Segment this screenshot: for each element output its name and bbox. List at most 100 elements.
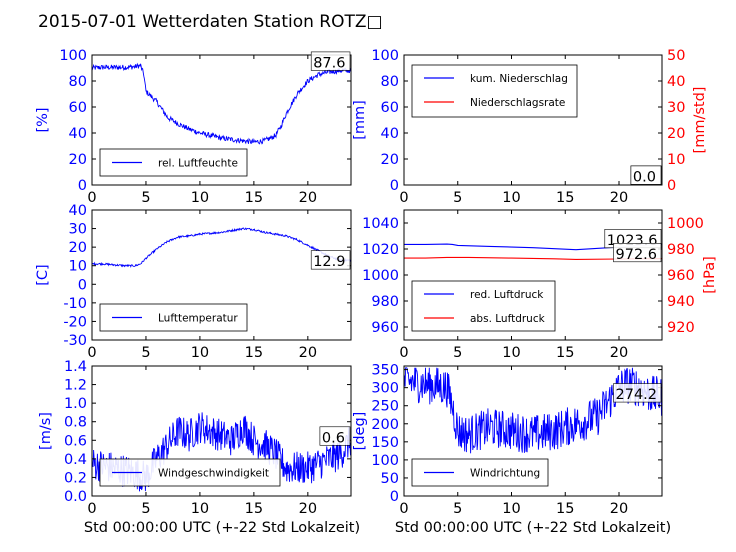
pressure-ytick-label: 960 <box>371 320 399 336</box>
windspeed-xtick-label: 5 <box>141 501 150 517</box>
pressure-series-2-line <box>404 256 662 260</box>
humidity-xtick-label: 0 <box>87 190 96 206</box>
precipitation-xtick-label: 15 <box>556 190 574 206</box>
humidity-xtick-label: 15 <box>245 190 263 206</box>
pressure-xtick-label: 5 <box>453 345 462 361</box>
pressure-ytick-label-right: 1000 <box>667 216 704 232</box>
precipitation-xtick-label: 5 <box>453 190 462 206</box>
humidity-ytick-label: 40 <box>69 126 87 142</box>
precipitation-legend-label: kum. Niederschlag <box>470 73 568 85</box>
humidity-last-value-label-box <box>310 51 351 71</box>
pressure-last-value-label-right-box <box>613 243 662 263</box>
windspeed-last-value-label-box <box>319 426 351 446</box>
precipitation-ytick-label-right: 50 <box>667 48 685 64</box>
pressure-ytick-label: 1040 <box>362 216 399 232</box>
humidity-legend-label: rel. Luftfeuchte <box>158 158 238 170</box>
precipitation-xtick-label: 20 <box>610 190 628 206</box>
precipitation-ytick-label: 100 <box>371 48 399 64</box>
windspeed-xtick-label: 0 <box>87 501 96 517</box>
temperature-xtick-label: 15 <box>245 345 263 361</box>
windspeed-ytick-label: 1.0 <box>64 396 87 412</box>
precipitation-ytick-label: 0 <box>390 178 399 194</box>
pressure-ytick-label-right: 940 <box>667 294 695 310</box>
pressure-ytick-label-right: 960 <box>667 268 695 284</box>
precipitation-plot-frame <box>403 54 663 186</box>
winddirection-ytick-label: 100 <box>371 453 399 469</box>
windspeed-plot-frame <box>91 365 352 497</box>
precipitation-ytick-label-right: 40 <box>667 74 685 90</box>
precipitation-y-axis-label: [mm] <box>352 100 368 140</box>
windspeed-ytick-label: 0.4 <box>64 452 87 468</box>
temperature-xtick-label: 20 <box>299 345 317 361</box>
winddirection-panel: 0 5 10 15 20050100150200250300350[deg]274.2W… <box>352 363 663 517</box>
precipitation-ytick-label-right: 0 <box>667 178 676 194</box>
pressure-legend-label: abs. Luftdruck <box>470 313 546 325</box>
x-axis-label-left: Std 00:00:00 UTC (+-22 Std Lokalzeit) <box>84 520 360 536</box>
winddirection-ytick-label: 150 <box>371 435 399 451</box>
precipitation-xtick-label: 10 <box>502 190 520 206</box>
precipitation-ytick-label-right: 20 <box>667 126 685 142</box>
humidity-ytick-label: 80 <box>69 74 87 90</box>
precipitation-legend-box <box>411 64 578 118</box>
humidity-panel: 0 5 10 15 20 0 20 40 60 80 100 [%] 87.6 rel. Luftfeuc… <box>35 48 352 206</box>
pressure-ytick-label-right: 920 <box>667 320 695 336</box>
windspeed-ytick-label: 0.0 <box>64 489 87 505</box>
temperature-legend-label: Lufttemperatur <box>158 313 238 325</box>
windspeed-last-value-label: 0.6 <box>322 430 345 446</box>
pressure-legend-label: red. Luftdruck <box>470 289 544 301</box>
figure-title: 2015-07-01 Wetterdaten Station ROTZ□ <box>38 12 383 32</box>
temperature-plot-frame <box>91 209 352 341</box>
windspeed-xtick-label: 15 <box>245 501 263 517</box>
temperature-ytick-label: -20 <box>63 314 87 330</box>
precipitation-last-value-label-right: 0.0 <box>633 169 656 185</box>
temperature-ytick-label: -10 <box>63 296 87 312</box>
temperature-ytick-label: 10 <box>69 259 87 275</box>
humidity-ytick-label: 60 <box>69 100 87 116</box>
winddirection-xtick-label: 10 <box>502 501 520 517</box>
winddirection-ytick-label: 200 <box>371 417 399 433</box>
temperature-xtick-label: 0 <box>87 345 96 361</box>
winddirection-ytick-label: 0 <box>390 489 399 505</box>
winddirection-ytick-label: 350 <box>371 363 399 379</box>
windspeed-legend-box <box>99 458 281 487</box>
pressure-xtick-label: 0 <box>399 345 408 361</box>
winddirection-xtick-label: 20 <box>610 501 628 517</box>
precipitation-xtick-label: 0 <box>399 190 408 206</box>
windspeed-ytick-label: 0.6 <box>64 433 87 449</box>
humidity-xtick-label: 10 <box>191 190 209 206</box>
pressure-xtick-label: 10 <box>502 345 520 361</box>
winddirection-series-1-line <box>404 367 662 454</box>
winddirection-last-value-label: 274.2 <box>616 387 658 403</box>
precipitation-ytick-label: 40 <box>381 126 399 142</box>
precipitation-panel: 0 5 10 15 20 0 20 40 60 80 100 0 10 20 30 40 50 [mm] [mm/s… <box>352 48 708 206</box>
precipitation-last-value-label-right-box <box>630 165 662 185</box>
windspeed-y-axis-label: [m/s] <box>38 412 54 450</box>
precipitation-ytick-label: 20 <box>381 152 399 168</box>
windspeed-ytick-label: 0.8 <box>64 415 87 431</box>
pressure-xtick-label: 15 <box>556 345 574 361</box>
pressure-ytick-label: 980 <box>371 294 399 310</box>
temperature-xtick-label: 5 <box>141 345 150 361</box>
winddirection-xtick-label: 5 <box>453 501 462 517</box>
winddirection-ytick-label: 250 <box>371 399 399 415</box>
pressure-ytick-label: 1000 <box>362 268 399 284</box>
winddirection-legend-label: Windrichtung <box>470 468 540 480</box>
pressure-legend-box <box>411 280 556 332</box>
precipitation-ytick-label-right: 30 <box>667 100 685 116</box>
winddirection-plot-frame <box>403 365 663 497</box>
temperature-ytick-label: 30 <box>69 222 87 238</box>
temperature-panel: 0 5 10 15 20 -30 -20 -10 0 10 20 30 40 [C] 12.9 Lufttem… <box>35 203 352 361</box>
humidity-xtick-label: 20 <box>299 190 317 206</box>
windspeed-ytick-label: 1.2 <box>64 378 87 394</box>
x-axis-label-right: Std 00:00:00 UTC (+-22 Std Lokalzeit) <box>395 520 671 536</box>
windspeed-ytick-label: 0.2 <box>64 470 87 486</box>
pressure-last-value-label-right: 972.6 <box>616 247 658 263</box>
temperature-ytick-label: 40 <box>69 203 87 219</box>
pressure-panel: 0 5 10 15 20 960 980 1000 1020 1040 920 940 960 980 10… <box>362 209 718 361</box>
precipitation-ytick-label-right: 10 <box>667 152 685 168</box>
winddirection-xtick-label: 0 <box>399 501 408 517</box>
temperature-y-axis-label: [C] <box>35 264 51 285</box>
humidity-ytick-label: 0 <box>78 178 87 194</box>
humidity-last-value-label: 87.6 <box>313 55 345 71</box>
